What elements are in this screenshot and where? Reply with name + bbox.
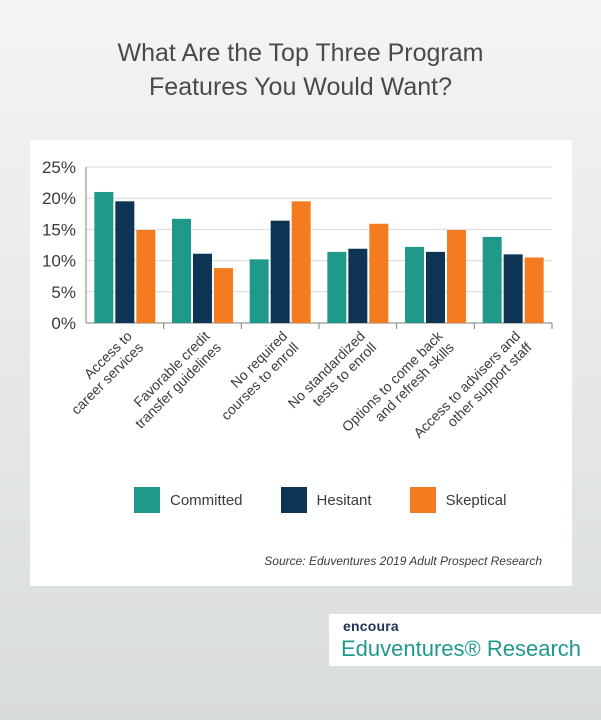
chart-card: 0% 5% 10% 15% 20% 25% Access tocareer services… xyxy=(30,140,572,586)
legend-item-committed: Committed xyxy=(134,487,243,513)
legend-swatch-skeptical xyxy=(409,487,436,513)
bar-skeptical-3 xyxy=(291,201,311,323)
x-category-label: No requiredcourses to enroll xyxy=(206,328,301,423)
bar-committed-2 xyxy=(172,218,191,323)
y-tick-label: 15% xyxy=(42,220,76,239)
chart-title: What Are the Top Three Program Features … xyxy=(0,36,601,104)
bar-skeptical-5 xyxy=(447,230,466,323)
legend-item-skeptical: Skeptical xyxy=(409,487,507,513)
source-note: Source: Eduventures 2019 Adult Prospect … xyxy=(264,554,542,568)
logo-eduventures: Eduventures® Research xyxy=(341,636,582,661)
bar-committed-1 xyxy=(94,191,114,323)
bar-committed-3 xyxy=(249,259,269,323)
bar-hesitant-5 xyxy=(426,251,445,323)
bar-committed-6 xyxy=(482,236,502,323)
y-tick-label: 25% xyxy=(42,158,76,177)
bar-committed-5 xyxy=(405,246,424,323)
bar-hesitant-6 xyxy=(503,254,523,323)
y-tick-label: 0% xyxy=(51,314,76,333)
chart-title-line-2: Features You Would Want? xyxy=(149,73,452,101)
legend-label-committed: Committed xyxy=(170,491,243,509)
bar-hesitant-1 xyxy=(115,201,135,323)
bar-skeptical-2 xyxy=(214,268,233,323)
bar-hesitant-3 xyxy=(270,220,290,323)
legend-item-hesitant: Hesitant xyxy=(280,487,372,513)
legend-label-skeptical: Skeptical xyxy=(445,491,507,509)
bar-skeptical-4 xyxy=(369,223,389,323)
legend-label-hesitant: Hesitant xyxy=(316,491,372,509)
bar-hesitant-4 xyxy=(348,248,368,323)
bar-committed-4 xyxy=(327,251,347,323)
chart-title-line-1: What Are the Top Three Program xyxy=(117,39,484,67)
bar-hesitant-2 xyxy=(193,253,212,323)
y-tick-label: 20% xyxy=(42,189,76,208)
chart-legend: Committed Hesitant Skeptical xyxy=(134,487,544,513)
y-tick-label: 5% xyxy=(51,283,76,302)
brand-logo: encoura Eduventures® Research xyxy=(329,614,601,666)
legend-swatch-committed xyxy=(134,487,160,513)
y-tick-label: 10% xyxy=(42,252,76,271)
bar-skeptical-1 xyxy=(136,230,156,323)
bar-chart: 0% 5% 10% 15% 20% 25% Access tocareer services… xyxy=(42,158,553,441)
bar-skeptical-6 xyxy=(524,257,544,323)
logo-encoura: encoura xyxy=(343,618,399,634)
legend-swatch-hesitant xyxy=(280,487,307,513)
x-category-label: Access tocareer services xyxy=(57,328,147,418)
